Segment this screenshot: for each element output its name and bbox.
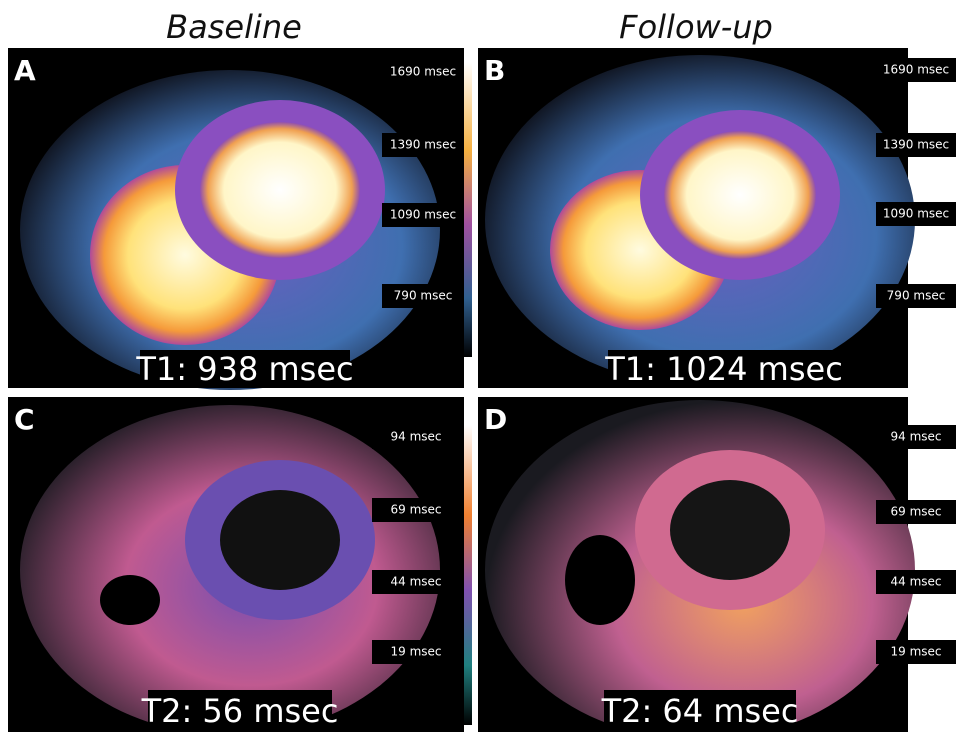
scale-label: 19 msec: [390, 645, 441, 659]
scale-label: 94 msec: [390, 430, 441, 444]
panel-image: [478, 397, 915, 732]
column-title: Baseline: [166, 8, 302, 46]
scale-label: 1390 msec: [390, 138, 456, 152]
scale-label: 790 msec: [394, 289, 453, 303]
panel-label: C: [14, 403, 35, 436]
measurement: T2: 64 msec: [601, 692, 799, 730]
scale-label: 94 msec: [890, 430, 941, 444]
scale-label: 19 msec: [890, 645, 941, 659]
scale-label: 1390 msec: [883, 138, 949, 152]
scale-label: 1090 msec: [883, 207, 949, 221]
figure: Baseline Follow-up A 1690 msec 1390 msec 1090…: [0, 0, 956, 732]
scale-label: 1090 msec: [390, 208, 456, 222]
scale-label: 69 msec: [890, 505, 941, 519]
scale-label: 1690 msec: [883, 63, 949, 77]
measurement: T1: 1024 msec: [604, 350, 843, 388]
panel-label: B: [484, 54, 505, 87]
panel-label: A: [14, 54, 36, 87]
measurement: T2: 56 msec: [141, 692, 339, 730]
scale-label: 1690 msec: [390, 65, 456, 79]
scale-label: 69 msec: [390, 503, 441, 517]
column-title: Follow-up: [619, 8, 773, 46]
scale-label: 44 msec: [390, 575, 441, 589]
scale-label: 790 msec: [887, 289, 946, 303]
measurement: T1: 938 msec: [135, 350, 353, 388]
scale-label: 44 msec: [890, 575, 941, 589]
panel-label: D: [484, 403, 507, 436]
panel-image: [478, 48, 915, 388]
page: {"header":{"columns":["Baseline","Follow…: [0, 0, 956, 732]
